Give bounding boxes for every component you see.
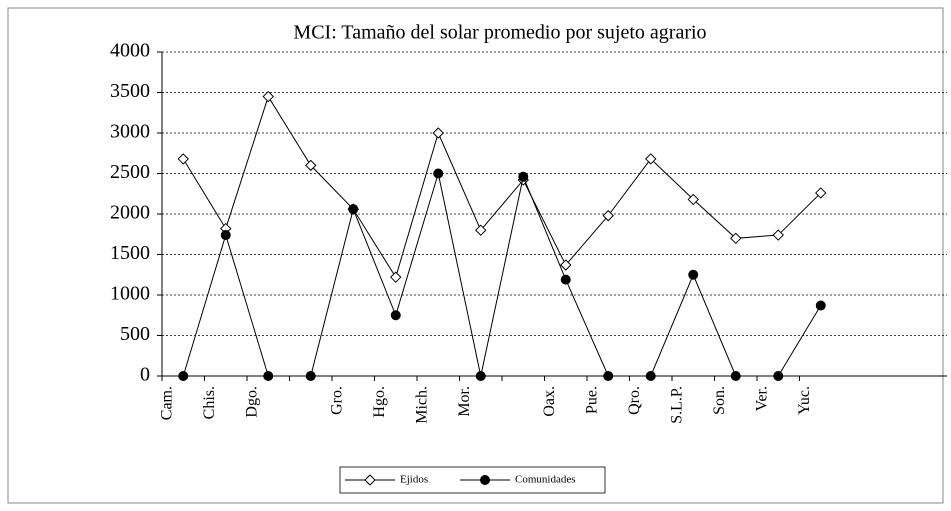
x-tick-label: Yuc. bbox=[796, 386, 813, 415]
legend-marker bbox=[364, 474, 376, 486]
y-tick-label: 1000 bbox=[110, 283, 150, 305]
x-tick-label: Gro. bbox=[329, 386, 346, 415]
point bbox=[178, 371, 189, 381]
y-tick-label: 500 bbox=[120, 323, 150, 345]
series-line bbox=[182, 173, 822, 377]
point bbox=[220, 230, 231, 241]
point bbox=[390, 271, 402, 283]
point bbox=[305, 159, 317, 172]
point bbox=[645, 153, 657, 165]
point bbox=[772, 229, 784, 241]
point bbox=[305, 371, 316, 381]
point bbox=[475, 371, 486, 381]
point bbox=[518, 171, 529, 182]
y-tick-label: 1500 bbox=[110, 242, 150, 264]
x-tick-label: Dgo. bbox=[244, 386, 261, 418]
point bbox=[645, 371, 656, 381]
point bbox=[602, 209, 614, 222]
point bbox=[603, 371, 614, 381]
point bbox=[815, 300, 826, 311]
point bbox=[730, 232, 742, 245]
point bbox=[475, 224, 487, 236]
point bbox=[348, 204, 359, 215]
x-tick-label: S.L.P. bbox=[669, 386, 686, 424]
x-tick-label: Ver. bbox=[754, 386, 771, 411]
x-tick-label: Mich. bbox=[414, 386, 431, 424]
point bbox=[432, 127, 444, 139]
y-tick-label: 0 bbox=[140, 364, 150, 386]
point bbox=[177, 153, 189, 165]
point bbox=[730, 371, 741, 381]
y-tick-label: 3000 bbox=[110, 121, 150, 143]
point bbox=[687, 193, 699, 206]
x-tick-label: Hgo. bbox=[371, 386, 388, 418]
x-tick-label: Son. bbox=[711, 386, 728, 415]
y-tick-label: 3500 bbox=[110, 80, 150, 102]
point bbox=[390, 310, 401, 321]
legend-label: Ejidos bbox=[400, 474, 428, 486]
point bbox=[773, 371, 784, 381]
point bbox=[688, 269, 699, 280]
chart-frame bbox=[7, 7, 944, 504]
x-tick-label: Pue. bbox=[584, 386, 601, 414]
y-tick-label: 2500 bbox=[110, 161, 150, 183]
chart-title: MCI: Tamaño del solar promedio por sujet… bbox=[293, 22, 706, 44]
point bbox=[262, 90, 274, 103]
x-tick-label: Chis. bbox=[201, 386, 218, 419]
point bbox=[263, 371, 274, 381]
legend-marker bbox=[480, 475, 490, 485]
point bbox=[560, 259, 572, 271]
point bbox=[433, 168, 444, 179]
x-tick-label: Oax. bbox=[541, 386, 558, 417]
point bbox=[815, 187, 827, 199]
x-tick-label: Qro. bbox=[626, 386, 643, 415]
x-tick-label: Cam. bbox=[159, 386, 176, 420]
series-line bbox=[182, 95, 822, 279]
point bbox=[560, 274, 571, 285]
y-tick-label: 4000 bbox=[110, 40, 150, 62]
y-tick-label: 2000 bbox=[110, 202, 150, 224]
x-tick-label: Mor. bbox=[456, 386, 473, 417]
legend-label: Comunidades bbox=[515, 474, 576, 486]
